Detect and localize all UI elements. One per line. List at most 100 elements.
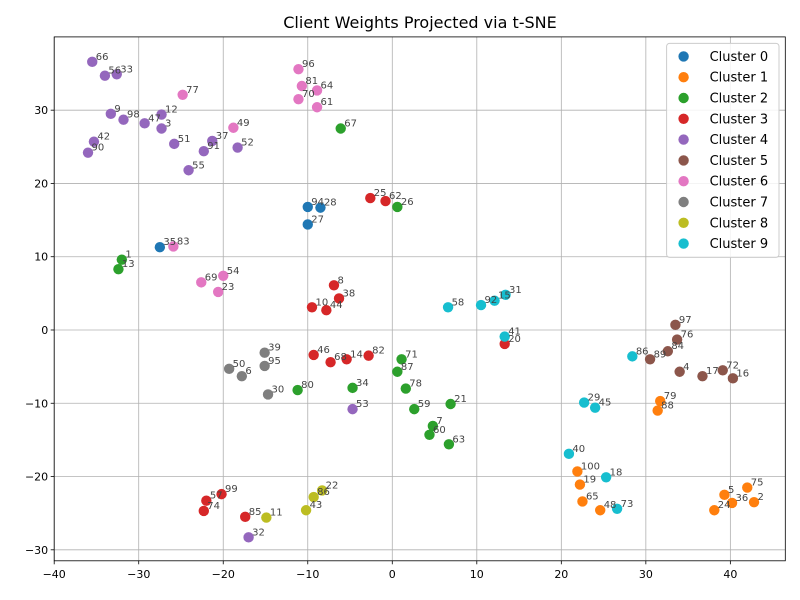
legend-marker	[678, 72, 689, 83]
data-point	[207, 135, 218, 147]
data-point	[670, 319, 681, 331]
point-label: 23	[222, 282, 235, 293]
point-label: 32	[252, 527, 265, 538]
data-point	[363, 350, 374, 361]
data-point	[308, 491, 319, 503]
data-point	[748, 496, 760, 508]
point-label: 55	[192, 160, 205, 171]
point-label: 86	[317, 487, 330, 498]
data-point	[293, 63, 304, 75]
x-tick-label: 20	[554, 568, 568, 581]
point-label: 21	[454, 394, 467, 405]
data-point	[311, 85, 323, 96]
point-label: 60	[433, 425, 446, 436]
legend-marker	[678, 134, 689, 145]
data-point	[489, 295, 500, 306]
data-point	[742, 482, 753, 493]
data-point	[223, 363, 235, 375]
data-point	[719, 489, 730, 501]
point-label: 33	[120, 64, 133, 75]
point-label: 75	[751, 478, 764, 489]
data-point	[212, 286, 224, 298]
legend-label: Cluster 8	[710, 216, 769, 231]
point-label: 49	[237, 118, 250, 129]
data-point	[168, 241, 179, 252]
point-label: 7	[436, 416, 442, 427]
y-tick-label: 20	[34, 177, 48, 190]
data-point	[232, 142, 243, 153]
y-tick-label: 30	[34, 104, 48, 117]
point-label: 97	[679, 315, 692, 326]
point-label: 80	[301, 380, 314, 391]
point-label: 6	[245, 366, 251, 377]
point-label: 69	[205, 272, 218, 283]
data-point	[578, 397, 590, 408]
data-point	[335, 123, 346, 134]
x-tick-label: 10	[470, 568, 484, 581]
axis-ticks: −40 −30 −20 −10 0 10 20 30 40 −30 −20 −10 0 10 20 30	[25, 104, 737, 581]
point-label: 88	[661, 401, 674, 412]
data-point	[196, 277, 207, 288]
y-tick-label: 0	[41, 324, 48, 337]
legend-marker	[678, 238, 689, 249]
data-point	[443, 439, 455, 450]
point-label: 70	[302, 89, 315, 100]
data-point	[261, 512, 272, 523]
data-point	[709, 505, 720, 516]
data-point	[316, 485, 328, 496]
data-point	[644, 354, 656, 365]
point-label: 77	[186, 85, 199, 96]
data-point	[302, 201, 313, 213]
point-label: 57	[210, 491, 223, 502]
point-label: 29	[588, 393, 601, 404]
data-point	[662, 346, 674, 357]
data-point	[243, 532, 254, 543]
point-label: 91	[207, 141, 220, 152]
point-label: 78	[409, 379, 422, 390]
data-point	[198, 146, 210, 157]
legend-label: Cluster 4	[710, 133, 769, 148]
point-label: 10	[315, 297, 328, 308]
data-point	[262, 389, 274, 400]
point-label: 1	[125, 250, 131, 261]
x-tick-label: −30	[127, 568, 150, 581]
plot-frame	[53, 36, 786, 562]
data-point	[392, 201, 403, 213]
point-label: 30	[272, 384, 285, 395]
point-label: 36	[736, 493, 749, 504]
point-label: 98	[127, 110, 140, 121]
point-label: 11	[270, 508, 283, 519]
point-label: 5	[728, 485, 734, 496]
data-point	[409, 403, 420, 415]
data-point	[727, 373, 739, 384]
data-point	[674, 366, 685, 377]
point-label: 19	[583, 475, 596, 486]
point-label: 2	[758, 492, 764, 503]
point-label: 14	[350, 349, 363, 360]
data-point	[600, 472, 612, 483]
data-point	[111, 69, 122, 80]
data-point	[611, 503, 623, 514]
point-label: 39	[268, 343, 281, 354]
x-tick-label: 40	[723, 568, 737, 581]
data-point	[365, 192, 376, 204]
legend-marker	[678, 113, 689, 125]
point-label: 81	[305, 76, 318, 87]
x-tick-label: −20	[212, 568, 235, 581]
data-point	[325, 357, 336, 368]
point-label: 50	[233, 359, 246, 370]
data-point	[321, 305, 332, 316]
point-label: 84	[671, 341, 684, 352]
point-label: 20	[508, 334, 521, 345]
data-point	[302, 219, 313, 230]
data-point	[87, 56, 98, 68]
point-label: 46	[317, 345, 330, 356]
legend-label: Cluster 7	[710, 196, 769, 211]
legend-label: Cluster 5	[710, 154, 769, 169]
legend-marker	[678, 155, 689, 166]
data-point	[577, 496, 588, 507]
data-point	[311, 102, 323, 113]
data-point	[99, 70, 111, 81]
